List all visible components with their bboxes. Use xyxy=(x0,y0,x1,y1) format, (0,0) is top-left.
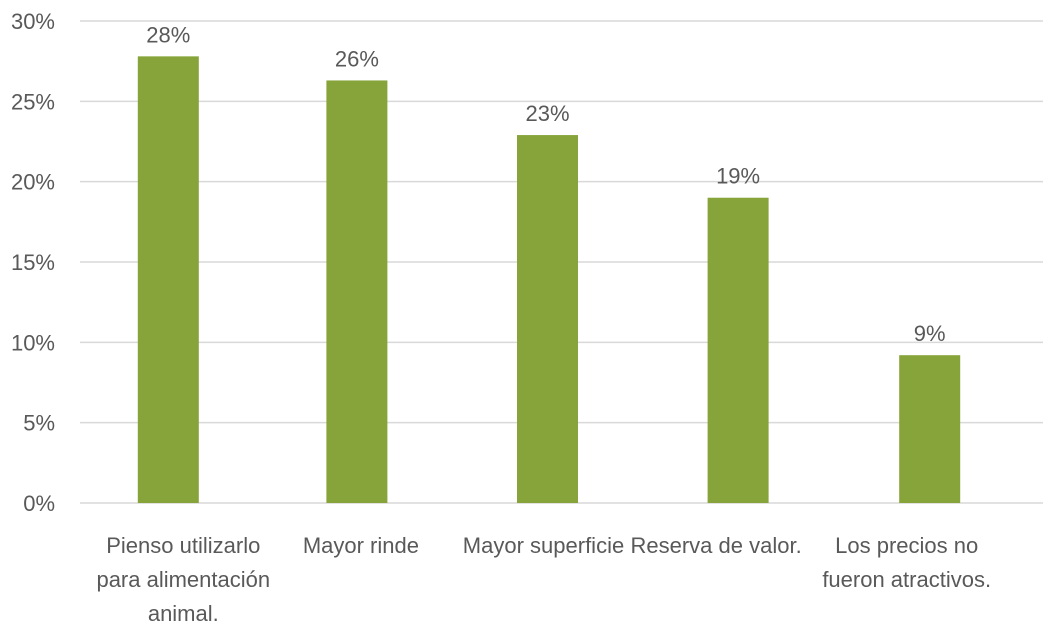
x-tick-label: Mayor rinde xyxy=(303,533,419,558)
y-tick-label: 10% xyxy=(11,330,55,355)
data-label: 28% xyxy=(146,22,190,47)
x-tick-label-line: animal. xyxy=(148,601,219,626)
x-axis: Pienso utilizarlo para alimentación animal… xyxy=(96,533,991,626)
y-tick-label: 25% xyxy=(11,89,55,114)
data-label: 9% xyxy=(914,321,946,346)
bar xyxy=(899,355,961,503)
x-tick-label-line: Mayor superficie xyxy=(463,533,624,558)
y-axis: 0% 5% 10% 15% 20% 25% 30% xyxy=(11,9,55,516)
data-label: 23% xyxy=(525,101,569,126)
y-tick-label: 15% xyxy=(11,250,55,275)
y-tick-label: 5% xyxy=(23,411,55,436)
x-tick-label: Pienso utilizarlo para alimentación animal… xyxy=(96,533,270,626)
bar xyxy=(707,197,769,503)
x-tick-label-line: fueron atractivos. xyxy=(822,567,991,592)
x-tick-label: Reserva de valor. xyxy=(630,533,801,558)
y-tick-label: 20% xyxy=(11,170,55,195)
x-tick-label-line: Mayor rinde xyxy=(303,533,419,558)
bar xyxy=(137,56,199,503)
bar xyxy=(517,135,578,503)
x-tick-label-line: Los precios no xyxy=(835,533,978,558)
data-label: 19% xyxy=(716,164,760,189)
bar xyxy=(326,80,388,504)
labels-layer: 28% 26% 23% 19% 9% xyxy=(146,22,945,346)
x-tick-label-line: para alimentación xyxy=(96,567,270,592)
x-tick-label-line: Reserva de valor. xyxy=(630,533,801,558)
bars-layer xyxy=(137,56,961,504)
x-tick-label: Mayor superficie xyxy=(463,533,624,558)
y-tick-label: 0% xyxy=(23,491,55,516)
data-label: 26% xyxy=(335,46,379,71)
y-tick-label: 30% xyxy=(11,9,55,34)
x-tick-label: Los precios no fueron atractivos. xyxy=(822,533,991,592)
x-tick-label-line: Pienso utilizarlo xyxy=(106,533,260,558)
